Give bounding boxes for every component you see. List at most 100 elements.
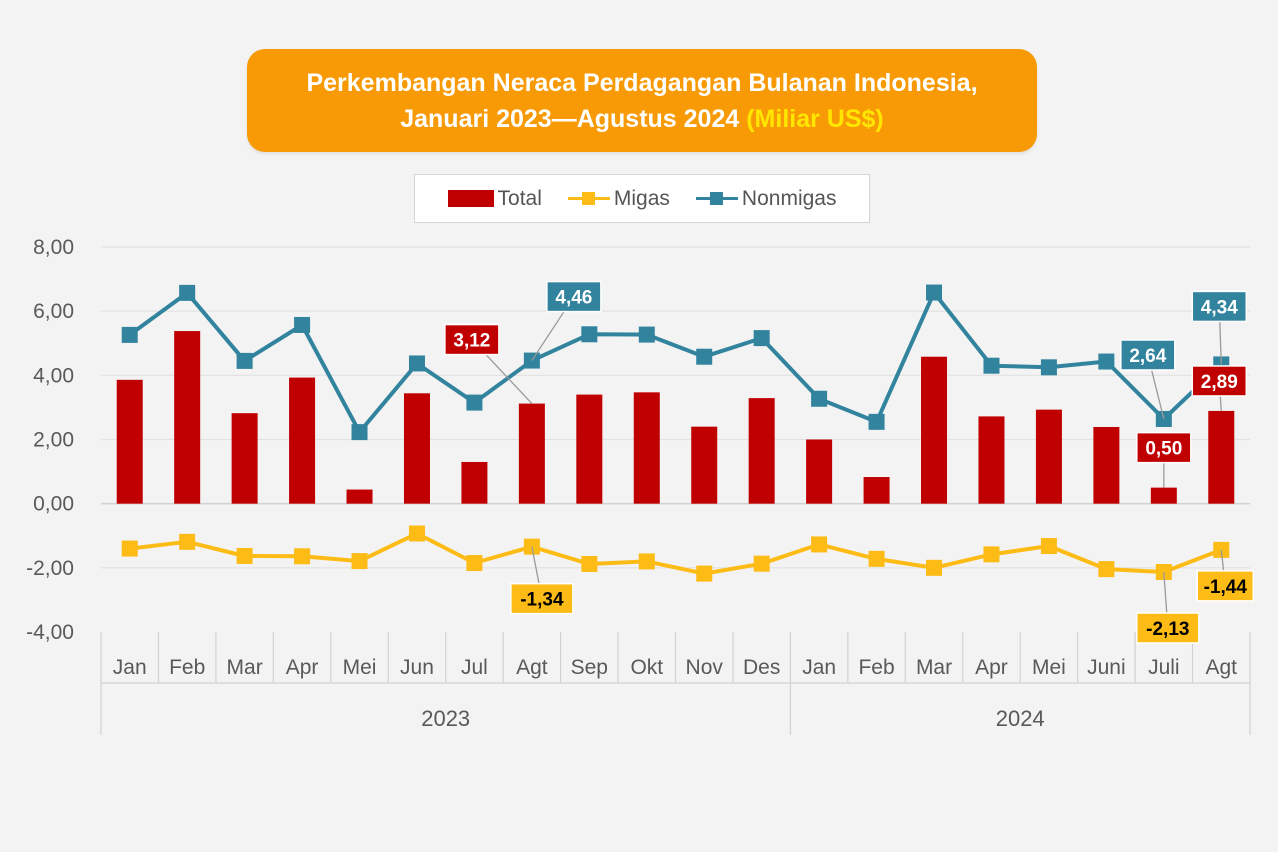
chart-title-unit: (Miliar US$) — [746, 104, 884, 133]
marker-migas — [121, 540, 138, 557]
data-label-nonmigas: 2,64 — [1129, 346, 1166, 367]
bar-total — [1035, 409, 1062, 504]
x-tick-label: Jan — [113, 656, 147, 679]
x-tick-label: Agt — [516, 656, 548, 679]
chart-legend: Total Migas Nonmigas — [414, 174, 870, 223]
bar-total — [748, 398, 775, 504]
legend-label-total: Total — [497, 186, 542, 210]
x-tick-label: Jan — [802, 656, 836, 679]
marker-nonmigas — [983, 357, 1000, 374]
marker-migas — [236, 547, 253, 564]
bar-total — [518, 403, 545, 504]
legend-item-total: Total — [447, 186, 542, 211]
bar-total — [116, 379, 143, 504]
chart-title: Perkembangan Neraca Perdagangan Bulanan … — [247, 49, 1037, 152]
bar-total — [921, 356, 948, 504]
x-tick-label: Okt — [630, 656, 663, 679]
callout-box-nonmigas — [1191, 290, 1248, 323]
legend-label-migas: Migas — [613, 186, 670, 210]
data-label-nonmigas: 4,34 — [1201, 297, 1238, 318]
data-label-migas: -1,34 — [520, 590, 564, 611]
year-label: 2024 — [996, 706, 1045, 731]
bar-total — [633, 392, 660, 504]
marker-migas — [179, 533, 196, 550]
marker-migas — [696, 565, 713, 582]
marker-nonmigas — [868, 413, 885, 430]
callout-box-nonmigas — [1120, 339, 1176, 371]
legend-item-nonmigas: Nonmigas — [695, 187, 836, 211]
marker-nonmigas — [236, 352, 253, 369]
marker-migas — [926, 559, 943, 576]
x-tick-label: Apr — [286, 656, 319, 679]
x-tick-label: Mei — [343, 656, 377, 679]
marker-migas — [753, 555, 770, 572]
legend-swatch-nonmigas — [695, 190, 738, 207]
series-line-nonmigas — [128, 290, 1223, 435]
legend-swatch-migas — [567, 190, 610, 207]
y-tick-label: -2,00 — [26, 557, 74, 580]
chart-title-line-2: Januari 2023—Agustus 2024 (Miliar US$) — [400, 101, 884, 137]
chart-title-period: Januari 2023—Agustus 2024 — [400, 104, 740, 133]
y-tick-label: 0,00 — [33, 493, 74, 516]
marker-nonmigas — [926, 284, 943, 301]
data-label-migas: -2,13 — [1146, 619, 1189, 640]
callout-box-migas — [1136, 612, 1200, 644]
callout-box-total — [444, 323, 500, 356]
bar-total — [863, 477, 890, 504]
bar-total — [174, 331, 201, 504]
marker-nonmigas — [638, 326, 655, 343]
bar-total — [289, 377, 316, 504]
marker-nonmigas — [121, 326, 138, 343]
marker-nonmigas — [696, 348, 713, 365]
x-tick-label: Agt — [1206, 656, 1238, 679]
bar-total — [691, 426, 718, 504]
x-tick-label: Juni — [1087, 656, 1126, 679]
year-label: 2023 — [421, 706, 470, 731]
bar-total — [1208, 410, 1235, 504]
marker-migas — [1040, 538, 1057, 555]
x-tick-label: Mei — [1032, 656, 1066, 679]
x-tick-label: Feb — [858, 656, 894, 679]
data-label-total: 0,50 — [1145, 439, 1182, 460]
marker-migas — [581, 555, 598, 572]
x-tick-label: Apr — [975, 656, 1008, 679]
marker-migas — [351, 553, 368, 570]
data-label-total: 3,12 — [453, 331, 490, 352]
marker-migas — [294, 548, 311, 565]
y-tick-label: 6,00 — [33, 300, 74, 323]
series-line-migas — [129, 531, 1223, 576]
marker-nonmigas — [179, 284, 196, 301]
marker-migas — [638, 553, 655, 570]
marker-nonmigas — [294, 316, 311, 333]
bar-total — [1150, 487, 1177, 504]
legend-swatch-total — [447, 190, 494, 207]
x-tick-label: Sep — [571, 656, 608, 679]
bar-total — [403, 393, 430, 504]
marker-migas — [983, 546, 1000, 563]
x-tick-label: Jul — [461, 656, 488, 679]
chart-title-line-1: Perkembangan Neraca Perdagangan Bulanan … — [306, 68, 978, 97]
bar-total — [978, 416, 1005, 504]
callout-box-migas — [510, 582, 574, 615]
legend-item-migas: Migas — [567, 186, 670, 211]
data-label-migas: -1,44 — [1204, 577, 1248, 598]
marker-nonmigas — [408, 355, 425, 372]
bar-total — [346, 489, 373, 504]
marker-nonmigas — [1040, 359, 1057, 376]
x-tick-label: Feb — [169, 656, 205, 679]
x-tick-label: Jun — [400, 656, 434, 679]
y-tick-label: -4,00 — [26, 621, 74, 644]
data-label-total: 2,89 — [1201, 372, 1238, 393]
marker-migas — [868, 550, 885, 567]
marker-nonmigas — [811, 390, 828, 407]
marker-nonmigas — [753, 330, 770, 347]
callout-box-migas — [1196, 570, 1255, 602]
marker-migas — [466, 555, 483, 572]
marker-migas — [811, 536, 828, 553]
y-tick-label: 8,00 — [33, 236, 74, 259]
bar-total — [806, 439, 833, 504]
marker-migas — [408, 525, 425, 542]
x-tick-label: Juli — [1148, 656, 1180, 679]
